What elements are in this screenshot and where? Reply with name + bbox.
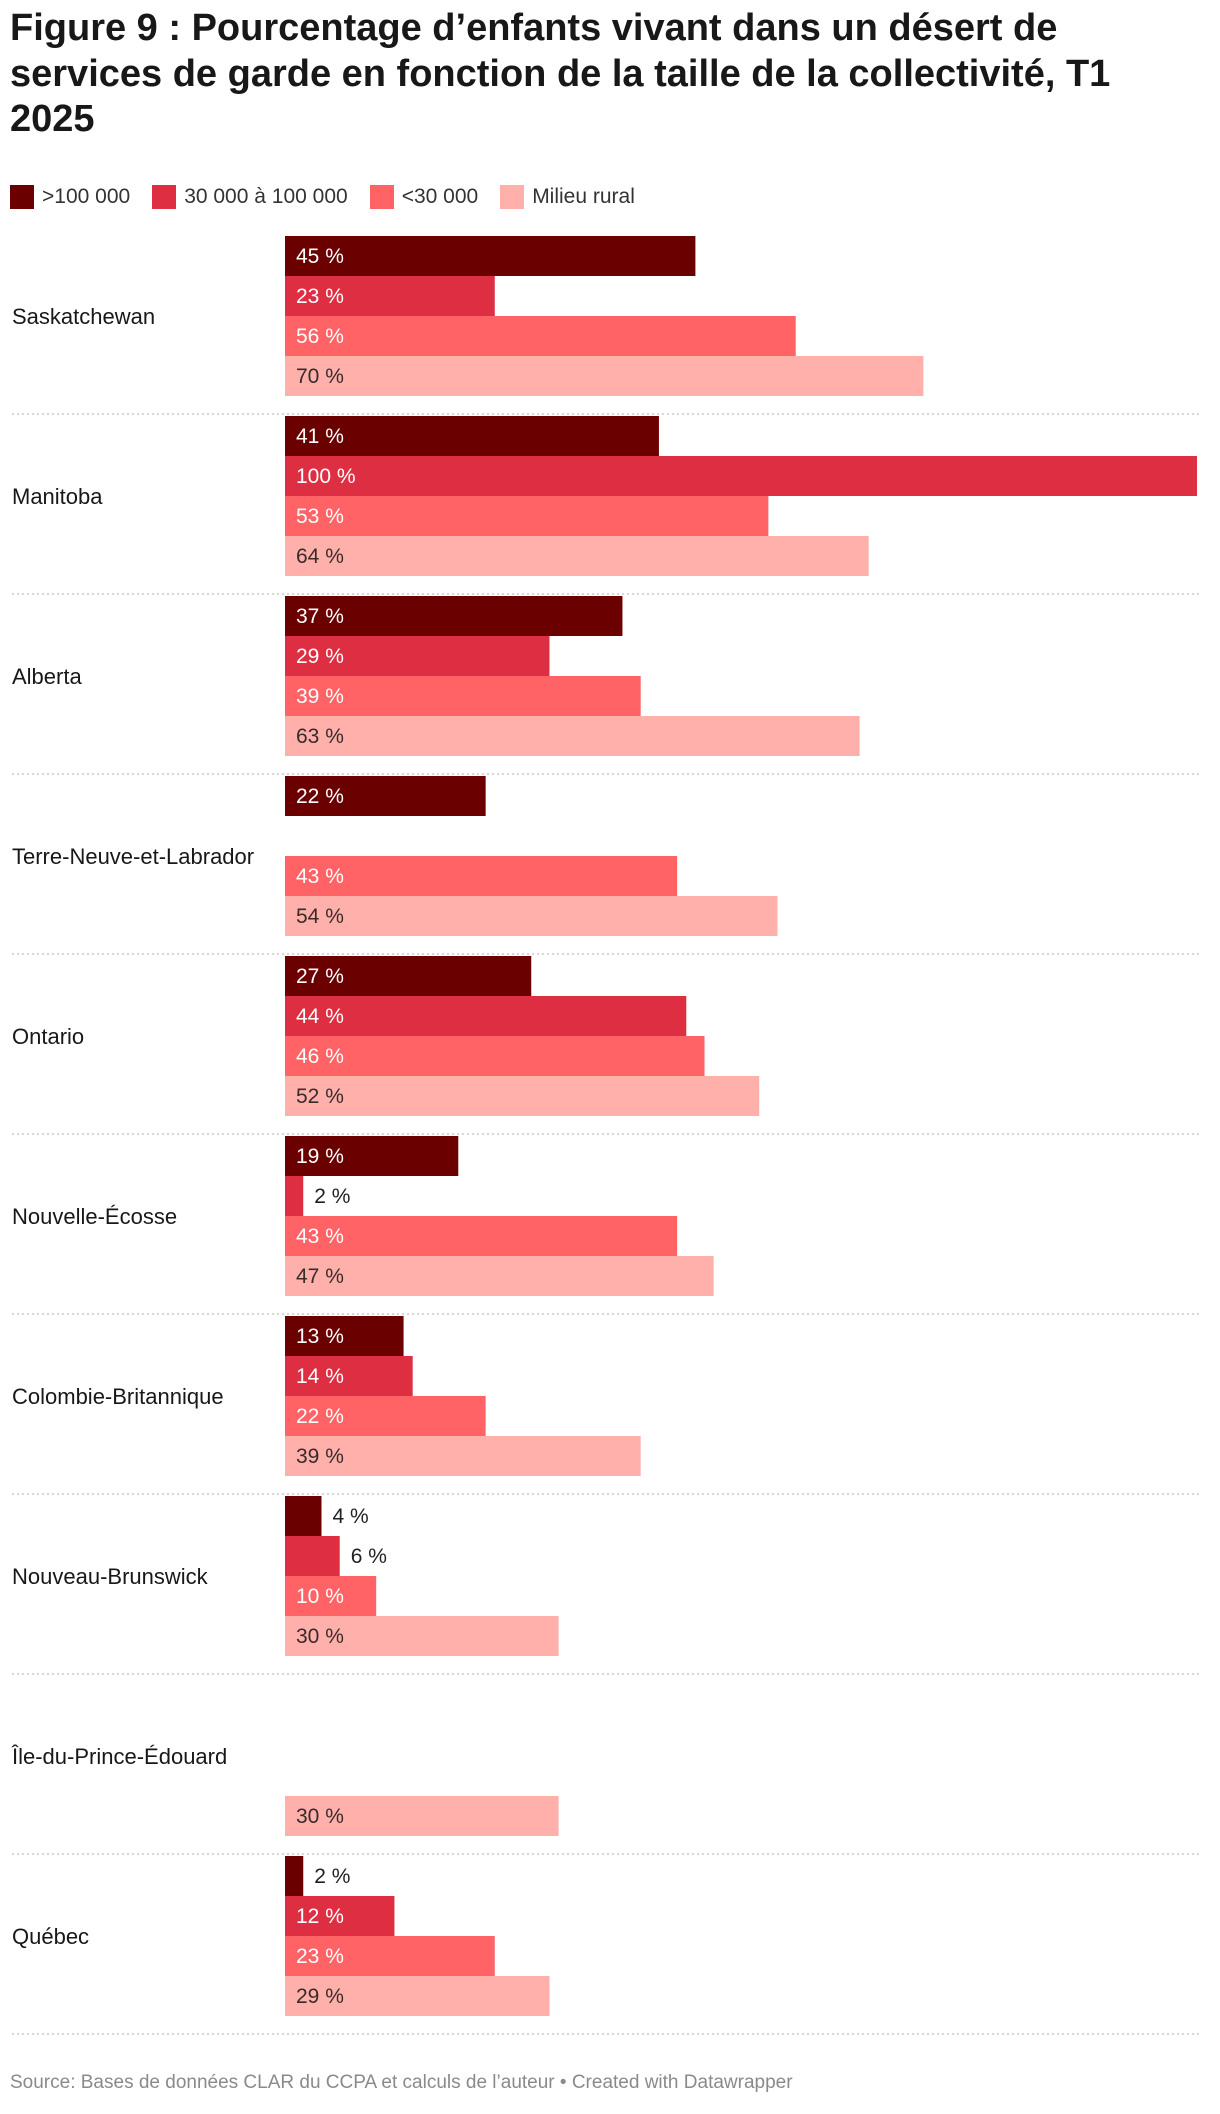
legend-item-30000-100000: 30 000 à 100 000 bbox=[152, 185, 348, 209]
category-label-nouveau-brunswick: Nouveau-Brunswick bbox=[12, 1564, 209, 1589]
value-label-colombie-britannique-30000-100000: 14 % bbox=[296, 1365, 344, 1388]
value-label-nouveau-brunswick-over-100000: 4 % bbox=[332, 1505, 368, 1528]
category-label-terre-neuve-et-labrador: Terre-Neuve-et-Labrador bbox=[12, 844, 254, 869]
value-label-manitoba-30000-100000: 100 % bbox=[296, 465, 356, 488]
bar-manitoba-rural bbox=[285, 536, 869, 576]
value-label-alberta-over-100000: 37 % bbox=[296, 605, 344, 628]
category-label-alberta: Alberta bbox=[12, 664, 82, 689]
bar-quebec-rural bbox=[285, 1976, 550, 2016]
value-label-colombie-britannique-over-100000: 13 % bbox=[296, 1325, 344, 1348]
category-label-quebec: Québec bbox=[12, 1924, 89, 1949]
value-label-manitoba-over-100000: 41 % bbox=[296, 425, 344, 448]
bar-nouveau-brunswick-30000-100000 bbox=[285, 1536, 340, 1576]
value-label-saskatchewan-rural: 70 % bbox=[296, 365, 344, 388]
legend-swatch-under-30000 bbox=[369, 185, 394, 209]
legend-label-rural: Milieu rural bbox=[532, 185, 635, 208]
value-label-nouvelle-ecosse-over-100000: 19 % bbox=[296, 1145, 344, 1168]
legend: >100 000 30 000 à 100 000 <30 000 Milieu… bbox=[10, 180, 657, 214]
bar-alberta-rural bbox=[285, 716, 860, 756]
value-label-manitoba-rural: 64 % bbox=[296, 545, 344, 568]
bar-ontario-rural bbox=[285, 1076, 760, 1116]
value-label-terre-neuve-et-labrador-over-100000: 22 % bbox=[296, 785, 344, 808]
value-label-alberta-rural: 63 % bbox=[296, 725, 344, 748]
value-label-quebec-rural: 29 % bbox=[296, 1985, 344, 2008]
source-note: Source: Bases de données CLAR du CCPA et… bbox=[10, 2072, 793, 2093]
category-label-manitoba: Manitoba bbox=[12, 484, 103, 509]
bar-nouvelle-ecosse-under-30000 bbox=[285, 1216, 678, 1256]
value-label-nouveau-brunswick-under-30000: 10 % bbox=[296, 1585, 344, 1608]
value-label-colombie-britannique-under-30000: 22 % bbox=[296, 1405, 344, 1428]
bar-quebec-over-100000 bbox=[285, 1856, 304, 1896]
value-label-saskatchewan-under-30000: 56 % bbox=[296, 325, 344, 348]
bar-ontario-over-100000 bbox=[285, 956, 532, 996]
value-label-nouveau-brunswick-30000-100000: 6 % bbox=[351, 1545, 387, 1568]
bar-manitoba-under-30000 bbox=[285, 496, 769, 536]
legend-item-over-100000: >100 000 bbox=[10, 185, 130, 209]
bar-terre-neuve-et-labrador-under-30000 bbox=[285, 856, 678, 896]
value-label-colombie-britannique-rural: 39 % bbox=[296, 1445, 344, 1468]
bar-nouveau-brunswick-rural bbox=[285, 1616, 559, 1656]
bar-ontario-under-30000 bbox=[285, 1036, 705, 1076]
category-label-nouvelle-ecosse: Nouvelle-Écosse bbox=[12, 1204, 177, 1229]
legend-swatch-30000-100000 bbox=[152, 185, 177, 209]
bar-colombie-britannique-rural bbox=[285, 1436, 641, 1476]
bar-terre-neuve-et-labrador-rural bbox=[285, 896, 778, 936]
value-label-nouvelle-ecosse-rural: 47 % bbox=[296, 1265, 344, 1288]
legend-item-under-30000: <30 000 bbox=[369, 185, 479, 209]
legend-label-over-100000: >100 000 bbox=[42, 185, 131, 208]
legend-item-rural: Milieu rural bbox=[500, 185, 635, 209]
value-label-alberta-30000-100000: 29 % bbox=[296, 645, 344, 668]
value-label-saskatchewan-over-100000: 45 % bbox=[296, 245, 344, 268]
bar-nouvelle-ecosse-rural bbox=[285, 1256, 714, 1296]
bar-quebec-30000-100000 bbox=[285, 1896, 395, 1936]
bar-saskatchewan-over-100000 bbox=[285, 236, 696, 276]
bar-alberta-30000-100000 bbox=[285, 636, 550, 676]
value-label-saskatchewan-30000-100000: 23 % bbox=[296, 285, 344, 308]
category-label-saskatchewan: Saskatchewan bbox=[12, 304, 155, 329]
bar-terre-neuve-et-labrador-over-100000 bbox=[285, 776, 486, 816]
bar-manitoba-over-100000 bbox=[285, 416, 659, 456]
bar-saskatchewan-under-30000 bbox=[285, 316, 796, 356]
legend-swatch-over-100000 bbox=[10, 185, 34, 209]
bar-chart: Saskatchewan 45 % 23 % 56 % 70 % Manitoba 41 %… bbox=[11, 236, 1200, 2035]
value-label-quebec-30000-100000: 12 % bbox=[296, 1905, 344, 1928]
bar-nouvelle-ecosse-30000-100000 bbox=[285, 1176, 304, 1216]
value-label-ontario-30000-100000: 44 % bbox=[296, 1005, 344, 1028]
value-label-alberta-under-30000: 39 % bbox=[296, 685, 344, 708]
value-label-nouveau-brunswick-rural: 30 % bbox=[296, 1625, 344, 1648]
value-label-quebec-under-30000: 23 % bbox=[296, 1945, 344, 1968]
bar-ontario-30000-100000 bbox=[285, 996, 687, 1036]
bar-alberta-under-30000 bbox=[285, 676, 641, 716]
category-label-ile-du-prince-edouard: Île-du-Prince-Édouard bbox=[11, 1744, 227, 1769]
bar-manitoba-30000-100000 bbox=[285, 456, 1197, 496]
value-label-terre-neuve-et-labrador-under-30000: 43 % bbox=[296, 865, 344, 888]
bar-nouveau-brunswick-over-100000 bbox=[285, 1496, 322, 1536]
value-label-terre-neuve-et-labrador-rural: 54 % bbox=[296, 905, 344, 928]
value-label-ontario-over-100000: 27 % bbox=[296, 965, 344, 988]
category-label-ontario: Ontario bbox=[12, 1024, 84, 1049]
bar-alberta-over-100000 bbox=[285, 596, 623, 636]
bar-nouvelle-ecosse-over-100000 bbox=[285, 1136, 459, 1176]
value-label-manitoba-under-30000: 53 % bbox=[296, 505, 344, 528]
bar-quebec-under-30000 bbox=[285, 1936, 495, 1976]
value-label-quebec-over-100000: 2 % bbox=[314, 1865, 350, 1888]
bar-nouveau-brunswick-under-30000 bbox=[285, 1576, 377, 1616]
bar-colombie-britannique-30000-100000 bbox=[285, 1356, 413, 1396]
legend-label-under-30000: <30 000 bbox=[401, 185, 479, 208]
bar-colombie-britannique-over-100000 bbox=[285, 1316, 404, 1356]
bar-saskatchewan-30000-100000 bbox=[285, 276, 495, 316]
value-label-nouvelle-ecosse-under-30000: 43 % bbox=[296, 1225, 344, 1248]
value-label-ontario-rural: 52 % bbox=[296, 1085, 344, 1108]
bar-colombie-britannique-under-30000 bbox=[285, 1396, 486, 1436]
bar-ile-du-prince-edouard-rural bbox=[285, 1796, 559, 1836]
legend-label-30000-100000: 30 000 à 100 000 bbox=[184, 185, 348, 208]
value-label-ontario-under-30000: 46 % bbox=[296, 1045, 344, 1068]
value-label-ile-du-prince-edouard-rural: 30 % bbox=[296, 1805, 344, 1828]
category-label-colombie-britannique: Colombie-Britannique bbox=[12, 1384, 224, 1409]
chart-title: Figure 9 : Pourcentage d’enfants vivant … bbox=[10, 7, 1111, 141]
bar-saskatchewan-rural bbox=[285, 356, 924, 396]
legend-swatch-rural bbox=[500, 185, 525, 209]
value-label-nouvelle-ecosse-30000-100000: 2 % bbox=[314, 1185, 350, 1208]
